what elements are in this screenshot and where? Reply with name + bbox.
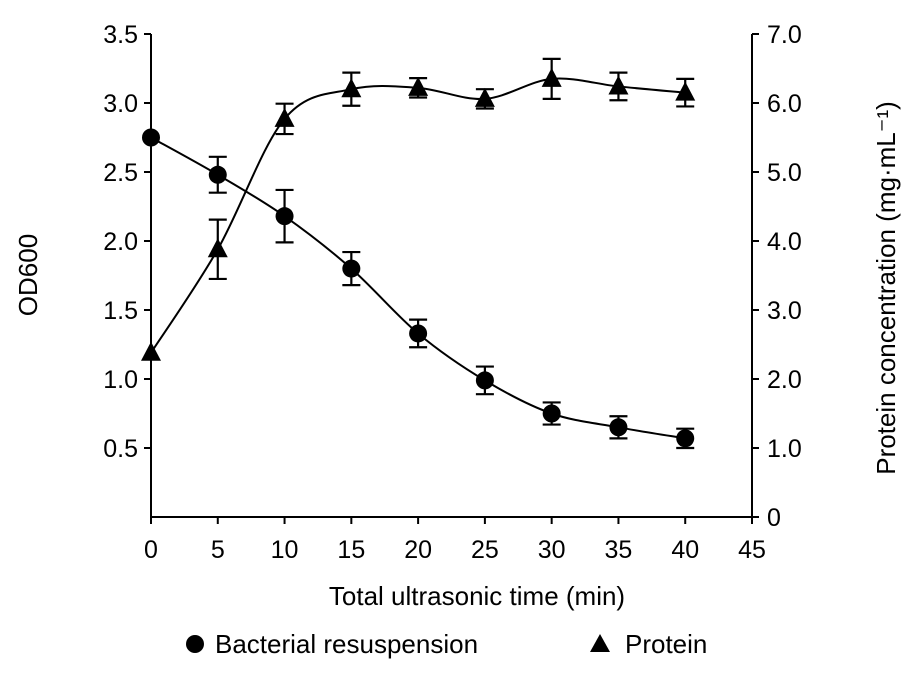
y-tick-label: 2.0 — [103, 228, 138, 256]
series-curve-protein — [150, 77, 686, 354]
data-point-circle — [342, 259, 361, 278]
y2-tick-label: 1.0 — [767, 435, 802, 463]
series-curve-bacterial — [150, 136, 686, 440]
x-tick-label: 40 — [671, 536, 699, 564]
axes-layer: 0 5 10 15 20 25 30 35 40 45 0.5 1.0 1.5 2.0 2.5 3.0 3.5 0… — [103, 21, 802, 564]
y2-tick-label: 3.0 — [767, 297, 802, 325]
y-tick-label: 3.5 — [103, 21, 138, 49]
y2-tick-label: 4.0 — [767, 228, 802, 256]
data-point-circle — [208, 165, 227, 184]
y-tick-label: 2.5 — [103, 159, 138, 187]
data-point-triangle — [675, 81, 696, 101]
data-point-triangle — [207, 238, 228, 258]
y2-tick-label: 0 — [767, 504, 781, 532]
data-point-triangle — [408, 76, 429, 96]
data-point-circle — [409, 324, 428, 343]
x-tick-label: 45 — [738, 536, 766, 564]
y-tick-label: 1.0 — [103, 366, 138, 394]
y-tick-label: 1.5 — [103, 297, 138, 325]
legend-marker-circle — [186, 635, 204, 653]
y-axis-title: OD600 — [13, 234, 43, 316]
data-point-triangle — [341, 78, 362, 98]
x-axis-title: Total ultrasonic time (min) — [329, 581, 625, 611]
x-tick-label: 15 — [337, 536, 365, 564]
data-point-circle — [609, 418, 628, 437]
legend-marker-triangle — [590, 634, 610, 652]
data-point-circle — [676, 429, 695, 448]
x-tick-label: 5 — [211, 536, 225, 564]
y-tick-label: 0.5 — [103, 435, 138, 463]
legend-label-bacterial: Bacterial resuspension — [215, 629, 478, 659]
data-point-circle — [542, 404, 561, 423]
series-layer — [141, 57, 696, 450]
x-tick-label: 30 — [538, 536, 566, 564]
y2-tick-label: 6.0 — [767, 90, 802, 118]
data-point-triangle — [474, 87, 495, 107]
y2-tick-label: 2.0 — [767, 366, 802, 394]
data-point-triangle — [274, 107, 295, 127]
x-tick-label: 0 — [144, 536, 158, 564]
x-tick-label: 10 — [271, 536, 299, 564]
data-point-triangle — [141, 341, 161, 361]
legend-label-protein: Protein — [625, 629, 707, 659]
data-point-circle — [475, 371, 494, 390]
legend: Bacterial resuspension Protein — [186, 629, 707, 659]
x-tick-label: 25 — [471, 536, 499, 564]
y2-axis-title: Protein concentration (mg·mL⁻¹) — [871, 101, 901, 475]
y-tick-label: 3.0 — [103, 90, 138, 118]
data-point-circle — [142, 128, 160, 147]
data-point-triangle — [541, 67, 562, 87]
y2-tick-label: 5.0 — [767, 159, 802, 187]
x-tick-label: 35 — [605, 536, 633, 564]
data-point-triangle — [608, 75, 629, 95]
x-tick-label: 20 — [404, 536, 432, 564]
y2-tick-label: 7.0 — [767, 21, 802, 49]
data-point-circle — [275, 207, 294, 226]
